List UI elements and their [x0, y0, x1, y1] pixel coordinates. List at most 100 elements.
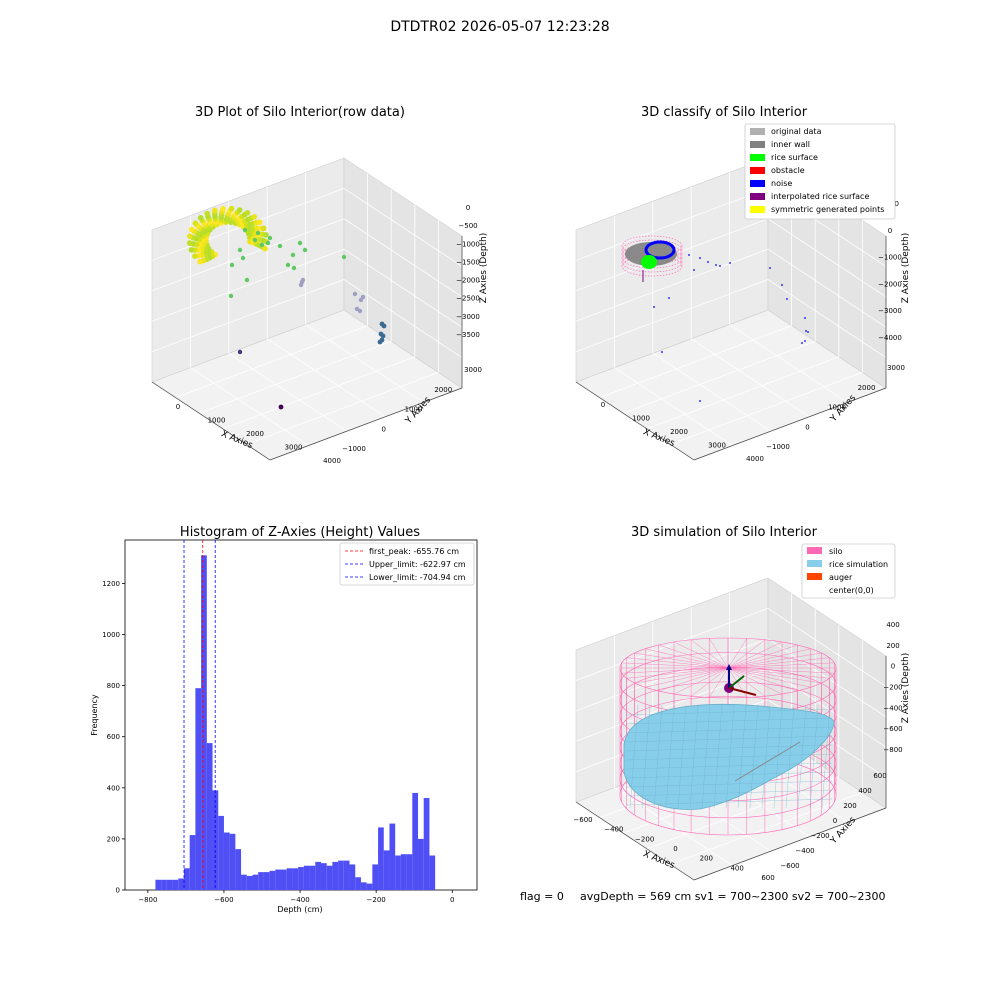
raw-point: [260, 225, 267, 232]
z-tick-label: −800: [883, 746, 902, 754]
rice-mesh-line: [677, 704, 687, 809]
histogram-bar: [241, 874, 247, 890]
grid-line: [575, 638, 887, 718]
noise-point: [699, 257, 701, 259]
y-tick-label: −1000: [766, 443, 790, 451]
y-tick-label: 2000: [434, 386, 452, 394]
rice-mesh-line: [625, 717, 833, 725]
legend-label: rice simulation: [829, 560, 888, 569]
y-tick-label: 0: [116, 887, 120, 895]
z-tick-label: −1500: [456, 258, 480, 266]
histogram-bar: [252, 874, 259, 890]
grid-line: [151, 279, 463, 358]
grid-line: [190, 367, 309, 446]
rice-mesh-line: [625, 771, 833, 779]
histogram-bar: [389, 823, 396, 890]
y-tick-label: 3000: [887, 364, 905, 372]
histogram-x-ticks: −800 −600 −400 −200 0: [138, 890, 454, 904]
histogram-bar: [332, 861, 339, 890]
raw-point: [187, 233, 193, 239]
y-tick-label: 3000: [464, 366, 482, 374]
raw-point: [240, 255, 246, 261]
rice-mesh-line: [625, 735, 833, 743]
silo-spoke: [709, 667, 729, 698]
raw-point: [228, 205, 235, 212]
raw-z-label: Z Axies (Depth): [479, 233, 489, 304]
y-tick-label: 800: [107, 682, 120, 690]
z-tick-label: −4000: [878, 334, 902, 342]
x-tick-label: −600: [214, 896, 233, 904]
noise-point: [715, 264, 717, 266]
rice-mesh-line: [713, 704, 723, 809]
simulation-z-ticks: 400 200 0 −200 −400 −600 −800: [883, 621, 902, 754]
histogram-legend: first_peak: -655.76 cm Upper_limit: -622.…: [339, 542, 475, 586]
panel-simulation-3d: 3D simulation of Silo Interior −600 −400 −…: [573, 525, 911, 882]
rice-mesh-line: [737, 704, 747, 809]
histogram-bar: [406, 854, 413, 890]
rice-mesh-line: [625, 789, 833, 797]
panel-raw-title: 3D Plot of Silo Interior(row data): [195, 105, 405, 120]
x-tick-label: −400: [604, 826, 623, 834]
histogram-bar: [383, 850, 390, 890]
z-tick-label: −3000: [878, 307, 902, 315]
noise-point: [781, 284, 783, 286]
simulation-title: 3D simulation of Silo Interior: [631, 525, 818, 540]
rice-mesh-line: [625, 708, 833, 716]
y-tick-label: 200: [107, 835, 120, 843]
y-tick-label: 600: [107, 733, 120, 741]
z-tick-label: −2000: [456, 277, 480, 285]
silo-spoke: [673, 641, 729, 669]
rice-mesh-line: [725, 704, 735, 809]
histogram-bar: [155, 879, 162, 890]
raw-point: [267, 235, 273, 241]
grid-line: [599, 325, 792, 398]
legend-swatch: [807, 560, 822, 567]
histogram-bar: [195, 688, 202, 890]
panel-classify-3d: 3D classify of Silo Interior 0 1000 2000 30…: [575, 105, 911, 463]
classify-legend: original data inner wall rice surface obsta…: [744, 123, 896, 220]
silo-spoke: [634, 652, 729, 669]
y-tick-label: 1200: [102, 580, 120, 588]
raw-point: [252, 237, 258, 243]
y-tick-label: 600: [873, 772, 886, 780]
z-tick-label: −3500: [456, 331, 480, 339]
noise-point: [693, 269, 695, 271]
raw-point: [290, 252, 296, 258]
histogram-bar: [360, 882, 367, 890]
z-tick-label: −2500: [456, 295, 480, 303]
rice-mesh-line: [689, 704, 699, 809]
rice-ridge: [734, 741, 801, 782]
noise-point: [719, 265, 721, 267]
raw-point: [251, 214, 257, 220]
histogram-bar: [298, 867, 304, 890]
histogram-y-label: Frequency: [90, 694, 99, 736]
z-tick-label: 0: [888, 227, 892, 235]
x-tick-label: 1000: [632, 415, 650, 423]
y-tick-label: 2000: [858, 384, 876, 392]
y-tick-label: 400: [858, 787, 871, 795]
histogram-bar: [201, 555, 207, 890]
grid-line: [670, 372, 863, 445]
silo-spoke: [621, 667, 729, 674]
legend-label: silo: [829, 547, 843, 556]
noise-point: [786, 298, 788, 300]
silo-spoke: [727, 641, 783, 669]
histogram-bar: [229, 833, 236, 890]
rice-simulation-surface: [623, 703, 835, 810]
histogram-bar: [166, 879, 173, 890]
x-tick-label: −200: [367, 896, 386, 904]
grid-line: [175, 325, 368, 398]
raw-point: [256, 219, 263, 225]
histogram-bar: [372, 864, 379, 890]
rice-mesh-line: [797, 704, 807, 809]
grid-line: [305, 324, 424, 403]
histogram-bar: [172, 879, 179, 890]
raw-point: [204, 210, 210, 217]
rice-mesh-line: [625, 726, 833, 734]
panel-raw-3d: 3D Plot of Silo Interior(row data) 0 1000…: [151, 105, 489, 465]
histogram-ref-lines: [183, 540, 216, 890]
noise-point: [805, 330, 807, 332]
silo-spoke: [727, 667, 798, 692]
x-tick-label: 2000: [670, 428, 688, 436]
x-axis-line: [575, 801, 695, 881]
